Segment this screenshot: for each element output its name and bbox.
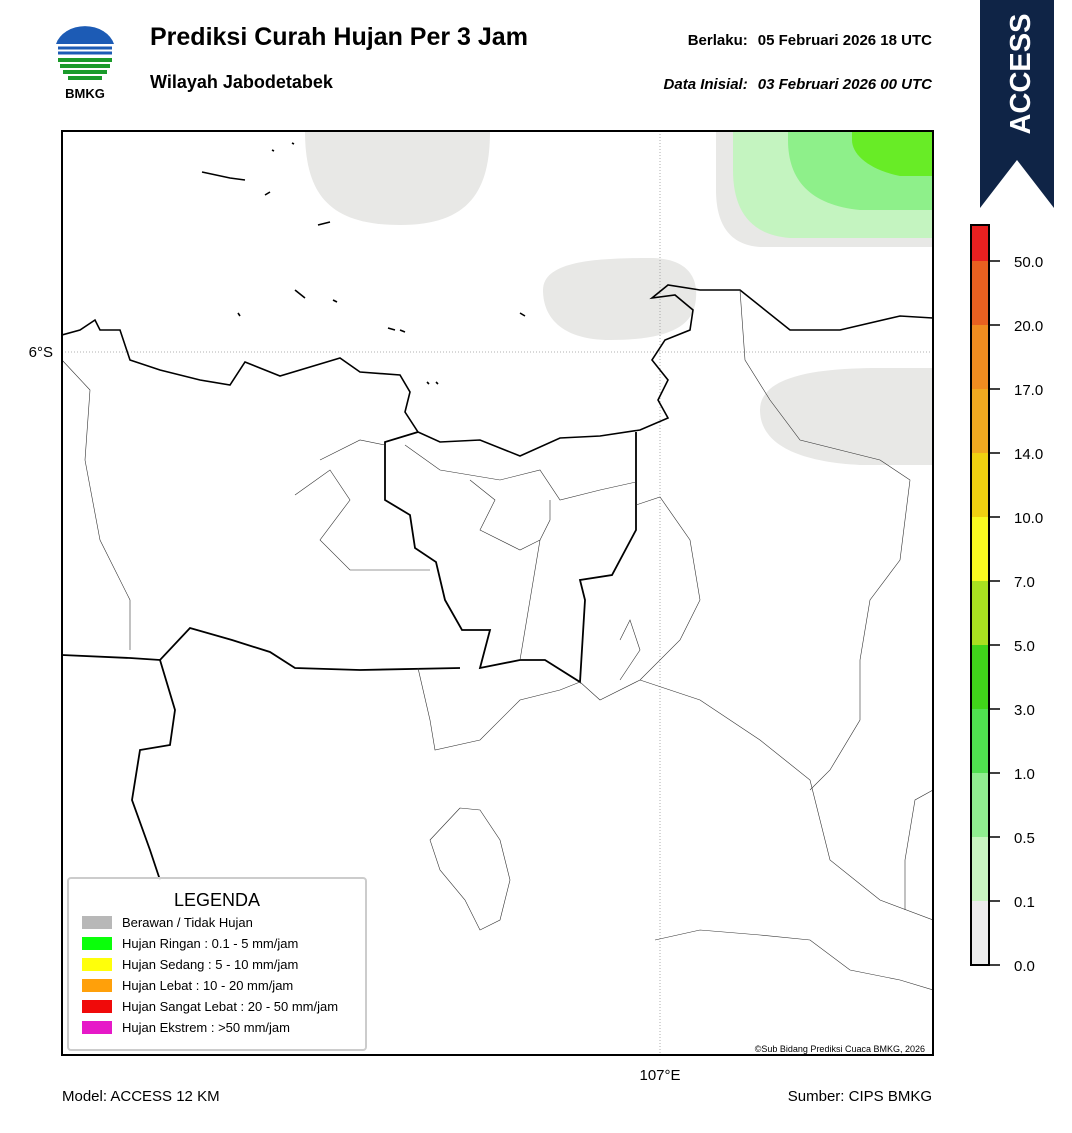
badge xyxy=(980,0,1054,208)
colorbar: 0.0 0.1 0.5 1.0 3.0 5.0 7.0 10.0 14.0 17.0 20.0 50.… xyxy=(970,224,1043,975)
colorbar-frame xyxy=(970,224,990,966)
lon-label: 107°E xyxy=(639,1067,680,1084)
colorbar-tick-label: 20.0 xyxy=(1014,318,1043,335)
legend-item: Hujan Sedang : 5 - 10 mm/jam xyxy=(122,957,298,972)
colorbar-segment xyxy=(971,453,989,517)
initial-label: Data Inisial: xyxy=(664,76,748,93)
map-frame xyxy=(61,130,934,1056)
colorbar-tick-label: 50.0 xyxy=(1014,254,1043,271)
colorbar-tick-label: 0.0 xyxy=(1014,958,1035,975)
badge-text: ACCESS xyxy=(1005,14,1037,135)
valid-time: Berlaku: 05 Februari 2026 18 UTC xyxy=(688,32,932,49)
colorbar-segment xyxy=(971,325,989,389)
valid-label: Berlaku: xyxy=(688,32,748,49)
logo: BMKG xyxy=(56,26,114,101)
valid-value: 05 Februari 2026 18 UTC xyxy=(758,32,932,49)
colorbar-tick-label: 5.0 xyxy=(1014,638,1035,655)
subtitle: Wilayah Jabodetabek xyxy=(150,72,334,92)
map: ©Sub Bidang Prediksi Cuaca BMKG, 2026 xyxy=(62,131,933,1055)
colorbar-segment xyxy=(971,261,989,325)
colorbar-tick-label: 7.0 xyxy=(1014,574,1035,591)
legend-swatch xyxy=(82,1021,112,1034)
legend-item: Hujan Ringan : 0.1 - 5 mm/jam xyxy=(122,936,298,951)
colorbar-segment xyxy=(971,517,989,581)
colorbar-segment xyxy=(971,901,989,965)
footer-model: Model: ACCESS 12 KM xyxy=(62,1088,220,1105)
legend-item: Hujan Lebat : 10 - 20 mm/jam xyxy=(122,978,293,993)
footer-source: Sumber: CIPS BMKG xyxy=(788,1088,932,1105)
legend-swatch xyxy=(82,916,112,929)
colorbar-tick-label: 17.0 xyxy=(1014,382,1043,399)
initial-time: Data Inisial: 03 Februari 2026 00 UTC xyxy=(664,76,934,93)
legend-title: LEGENDA xyxy=(174,890,260,910)
colorbar-segment xyxy=(971,773,989,837)
initial-value: 03 Februari 2026 00 UTC xyxy=(758,76,933,93)
colorbar-tick-label: 0.5 xyxy=(1014,830,1035,847)
lat-label: 6°S xyxy=(29,344,53,361)
legend: LEGENDA Berawan / Tidak Hujan Hujan Ringa… xyxy=(67,877,367,1051)
logo-text: BMKG xyxy=(65,86,105,101)
legend-swatch xyxy=(82,979,112,992)
title: Prediksi Curah Hujan Per 3 Jam xyxy=(150,23,528,51)
colorbar-tick-label: 0.1 xyxy=(1014,894,1035,911)
colorbar-tick-label: 1.0 xyxy=(1014,766,1035,783)
colorbar-segment xyxy=(971,837,989,901)
legend-swatch xyxy=(82,1000,112,1013)
legend-item: Hujan Sangat Lebat : 20 - 50 mm/jam xyxy=(122,999,338,1014)
credit: ©Sub Bidang Prediksi Cuaca BMKG, 2026 xyxy=(755,1044,925,1054)
legend-item: Berawan / Tidak Hujan xyxy=(122,915,253,930)
legend-swatch xyxy=(82,937,112,950)
legend-swatch xyxy=(82,958,112,971)
colorbar-segment xyxy=(971,645,989,709)
colorbar-tick-label: 3.0 xyxy=(1014,702,1035,719)
colorbar-tick-label: 14.0 xyxy=(1014,446,1043,463)
colorbar-segment xyxy=(971,389,989,453)
legend-item: Hujan Ekstrem : >50 mm/jam xyxy=(122,1020,290,1035)
colorbar-segment xyxy=(971,581,989,645)
colorbar-segment xyxy=(971,709,989,773)
colorbar-tick-label: 10.0 xyxy=(1014,510,1043,527)
colorbar-segment xyxy=(971,225,989,261)
